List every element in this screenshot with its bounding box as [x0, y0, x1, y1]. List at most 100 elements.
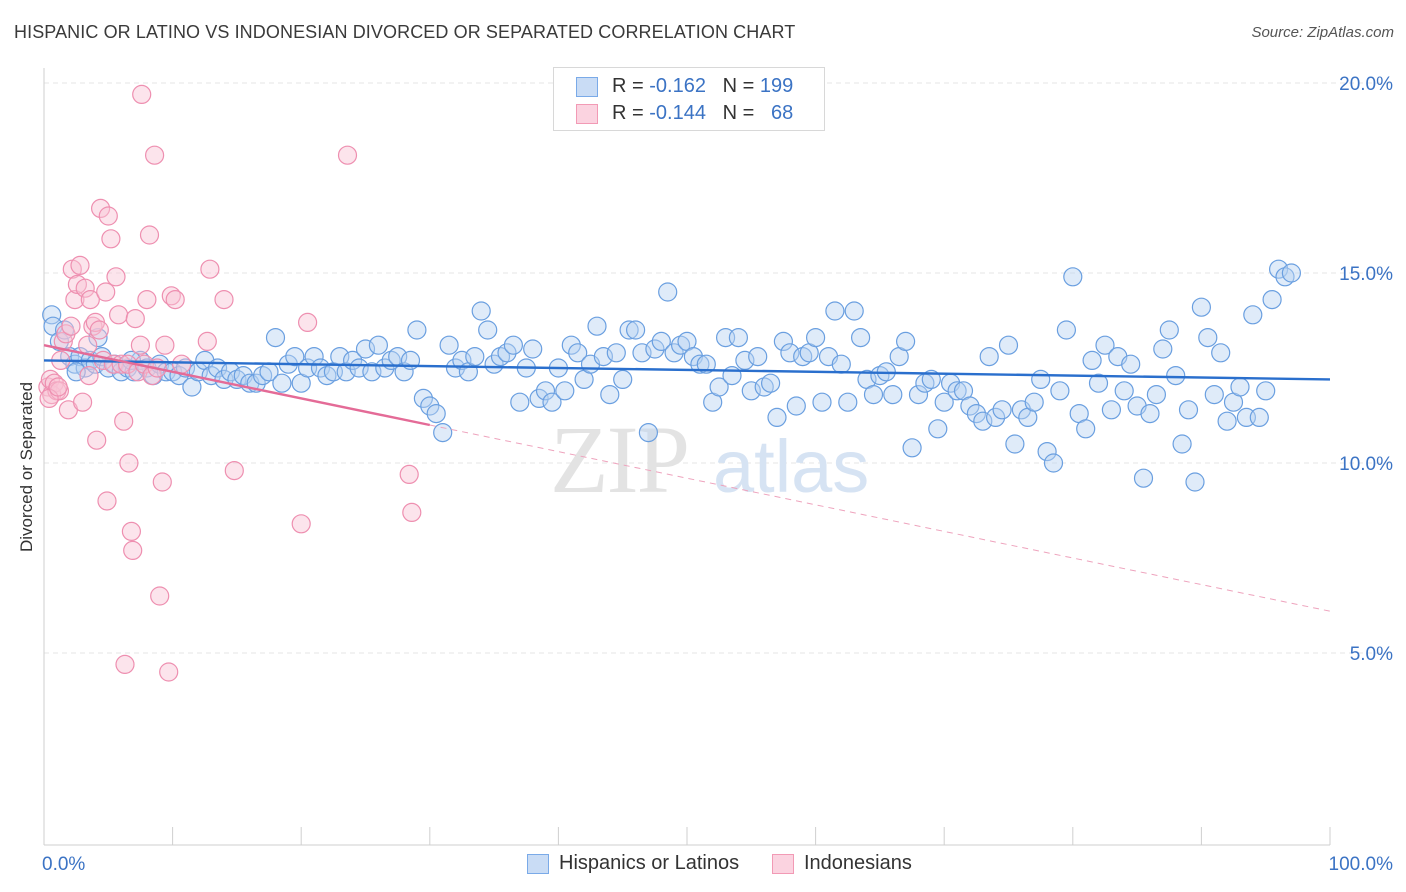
legend-n-label: N =: [722, 102, 755, 124]
hispanic-point-163: [1076, 419, 1096, 439]
indonesian-point-35: [115, 654, 135, 675]
source-label: Source: ZipAtlas.com: [1251, 24, 1394, 41]
hispanic-point-54: [375, 358, 395, 378]
hispanic-point-180: [1185, 472, 1205, 492]
indonesian-point-57: [197, 331, 217, 351]
hispanic-point-118: [786, 396, 806, 416]
hispanic-point-63: [433, 423, 453, 443]
hispanic-point-77: [523, 339, 543, 359]
hispanic-point-181: [1191, 297, 1212, 317]
hispanic-point-75: [510, 392, 530, 412]
zipatlas-watermark: ZIP atlas: [550, 406, 869, 513]
hispanic-point-109: [728, 328, 749, 348]
hispanic-point-130: [863, 385, 884, 405]
indonesian-point-40: [125, 309, 145, 329]
hispanic-point-69: [471, 301, 491, 321]
hispanic-point-190: [1249, 407, 1269, 427]
legend-r-label: R =: [612, 102, 644, 124]
indonesian-point-18: [79, 366, 99, 386]
indonesian-point-48: [145, 145, 165, 165]
hispanic-point-151: [998, 335, 1019, 355]
indonesian-point-32: [108, 305, 129, 325]
hispanic-point-176: [1159, 320, 1179, 340]
indonesian-point-39: [123, 540, 143, 561]
hispanic-point-37: [265, 328, 286, 348]
axes: [43, 68, 1331, 846]
indonesian-point-34: [114, 411, 134, 431]
hispanic-point-50: [349, 358, 369, 378]
indonesian-point-60: [224, 461, 244, 481]
hispanic-point-115: [767, 407, 787, 427]
hispanic-point-114: [760, 373, 781, 393]
hispanic-point-106: [709, 377, 729, 397]
hispanic-point-195: [1281, 263, 1302, 283]
hispanic-point-64: [439, 335, 459, 355]
indonesian-point-26: [96, 282, 116, 302]
hispanic-point-157: [1037, 442, 1057, 462]
y-tick-label-0: 5.0%: [1350, 644, 1393, 665]
watermark-atlas: atlas: [713, 425, 869, 508]
indonesian-point-50: [150, 586, 170, 606]
hispanic-point-156: [1031, 369, 1051, 389]
indonesian-point-29: [101, 229, 121, 249]
hispanic-point-172: [1133, 468, 1154, 488]
hispanic-point-140: [928, 419, 948, 439]
legend-swatch-indonesian: [576, 104, 598, 124]
indonesian-points: [38, 84, 422, 682]
hispanic-point-189: [1243, 305, 1263, 325]
hispanic-point-79: [535, 381, 556, 401]
hispanic-point-182: [1198, 328, 1218, 348]
legend-text-hispanic: R = -0.162 N = 199: [612, 75, 793, 98]
indonesian-point-51: [152, 472, 172, 492]
hispanic-point-135: [895, 331, 916, 351]
indonesian-point-55: [165, 290, 185, 310]
hispanic-point-82: [555, 381, 575, 401]
hispanic-point-147: [973, 411, 993, 431]
indonesian-point-31: [106, 267, 126, 287]
hispanic-point-124: [825, 301, 845, 321]
hispanic-point-127: [844, 301, 864, 321]
hispanic-point-40: [285, 347, 305, 367]
y-tick-label-3: 20.0%: [1339, 74, 1393, 95]
indonesian-point-23: [89, 320, 109, 340]
hispanic-point-83: [561, 335, 581, 355]
legend-swatch-hispanic: [576, 77, 598, 97]
hispanic-point-173: [1140, 404, 1160, 424]
hispanic-point-92: [619, 320, 639, 340]
legend-n-label: N =: [722, 75, 755, 97]
indonesian-point-22: [87, 430, 107, 450]
indonesian-point-67: [48, 377, 68, 397]
hispanic-point-160: [1056, 320, 1077, 340]
indonesian-point-15: [72, 392, 93, 412]
indonesian-point-65: [402, 502, 422, 523]
hispanic-point-90: [606, 343, 626, 363]
legend-r-value-hispanic: -0.162: [649, 75, 706, 97]
hispanic-point-187: [1230, 377, 1250, 397]
hispanic-point-62: [426, 404, 446, 424]
hispanic-point-155: [1024, 392, 1044, 412]
trend-lines: [43, 344, 1331, 612]
hispanic-point-178: [1172, 434, 1192, 454]
hispanic-point-116: [773, 331, 794, 351]
hispanic-point-184: [1211, 343, 1231, 363]
hispanic-point-165: [1088, 373, 1109, 393]
legend-text-indonesian: R = -0.144 N = 68: [612, 102, 793, 125]
hispanic-point-167: [1101, 400, 1122, 420]
hispanic-point-174: [1146, 385, 1167, 405]
hispanic-point-99: [664, 343, 684, 363]
hispanic-point-136: [902, 438, 922, 458]
chart-title: HISPANIC OR LATINO VS INDONESIAN DIVORCE…: [14, 22, 796, 42]
hispanic-point-53: [368, 335, 388, 355]
hispanic-point-125: [831, 354, 851, 374]
hispanic-point-70: [478, 320, 498, 340]
hispanic-point-170: [1121, 354, 1141, 374]
indonesian-point-42: [130, 335, 150, 355]
legend-r-value-indonesian: -0.144: [649, 102, 706, 124]
hispanic-point-121: [805, 328, 826, 348]
hispanic-point-128: [850, 328, 871, 348]
y-tick-label-2: 15.0%: [1339, 264, 1393, 285]
hispanic-point-191: [1256, 381, 1276, 401]
hispanic-point-179: [1178, 400, 1199, 420]
indonesian-point-16: [75, 278, 95, 298]
